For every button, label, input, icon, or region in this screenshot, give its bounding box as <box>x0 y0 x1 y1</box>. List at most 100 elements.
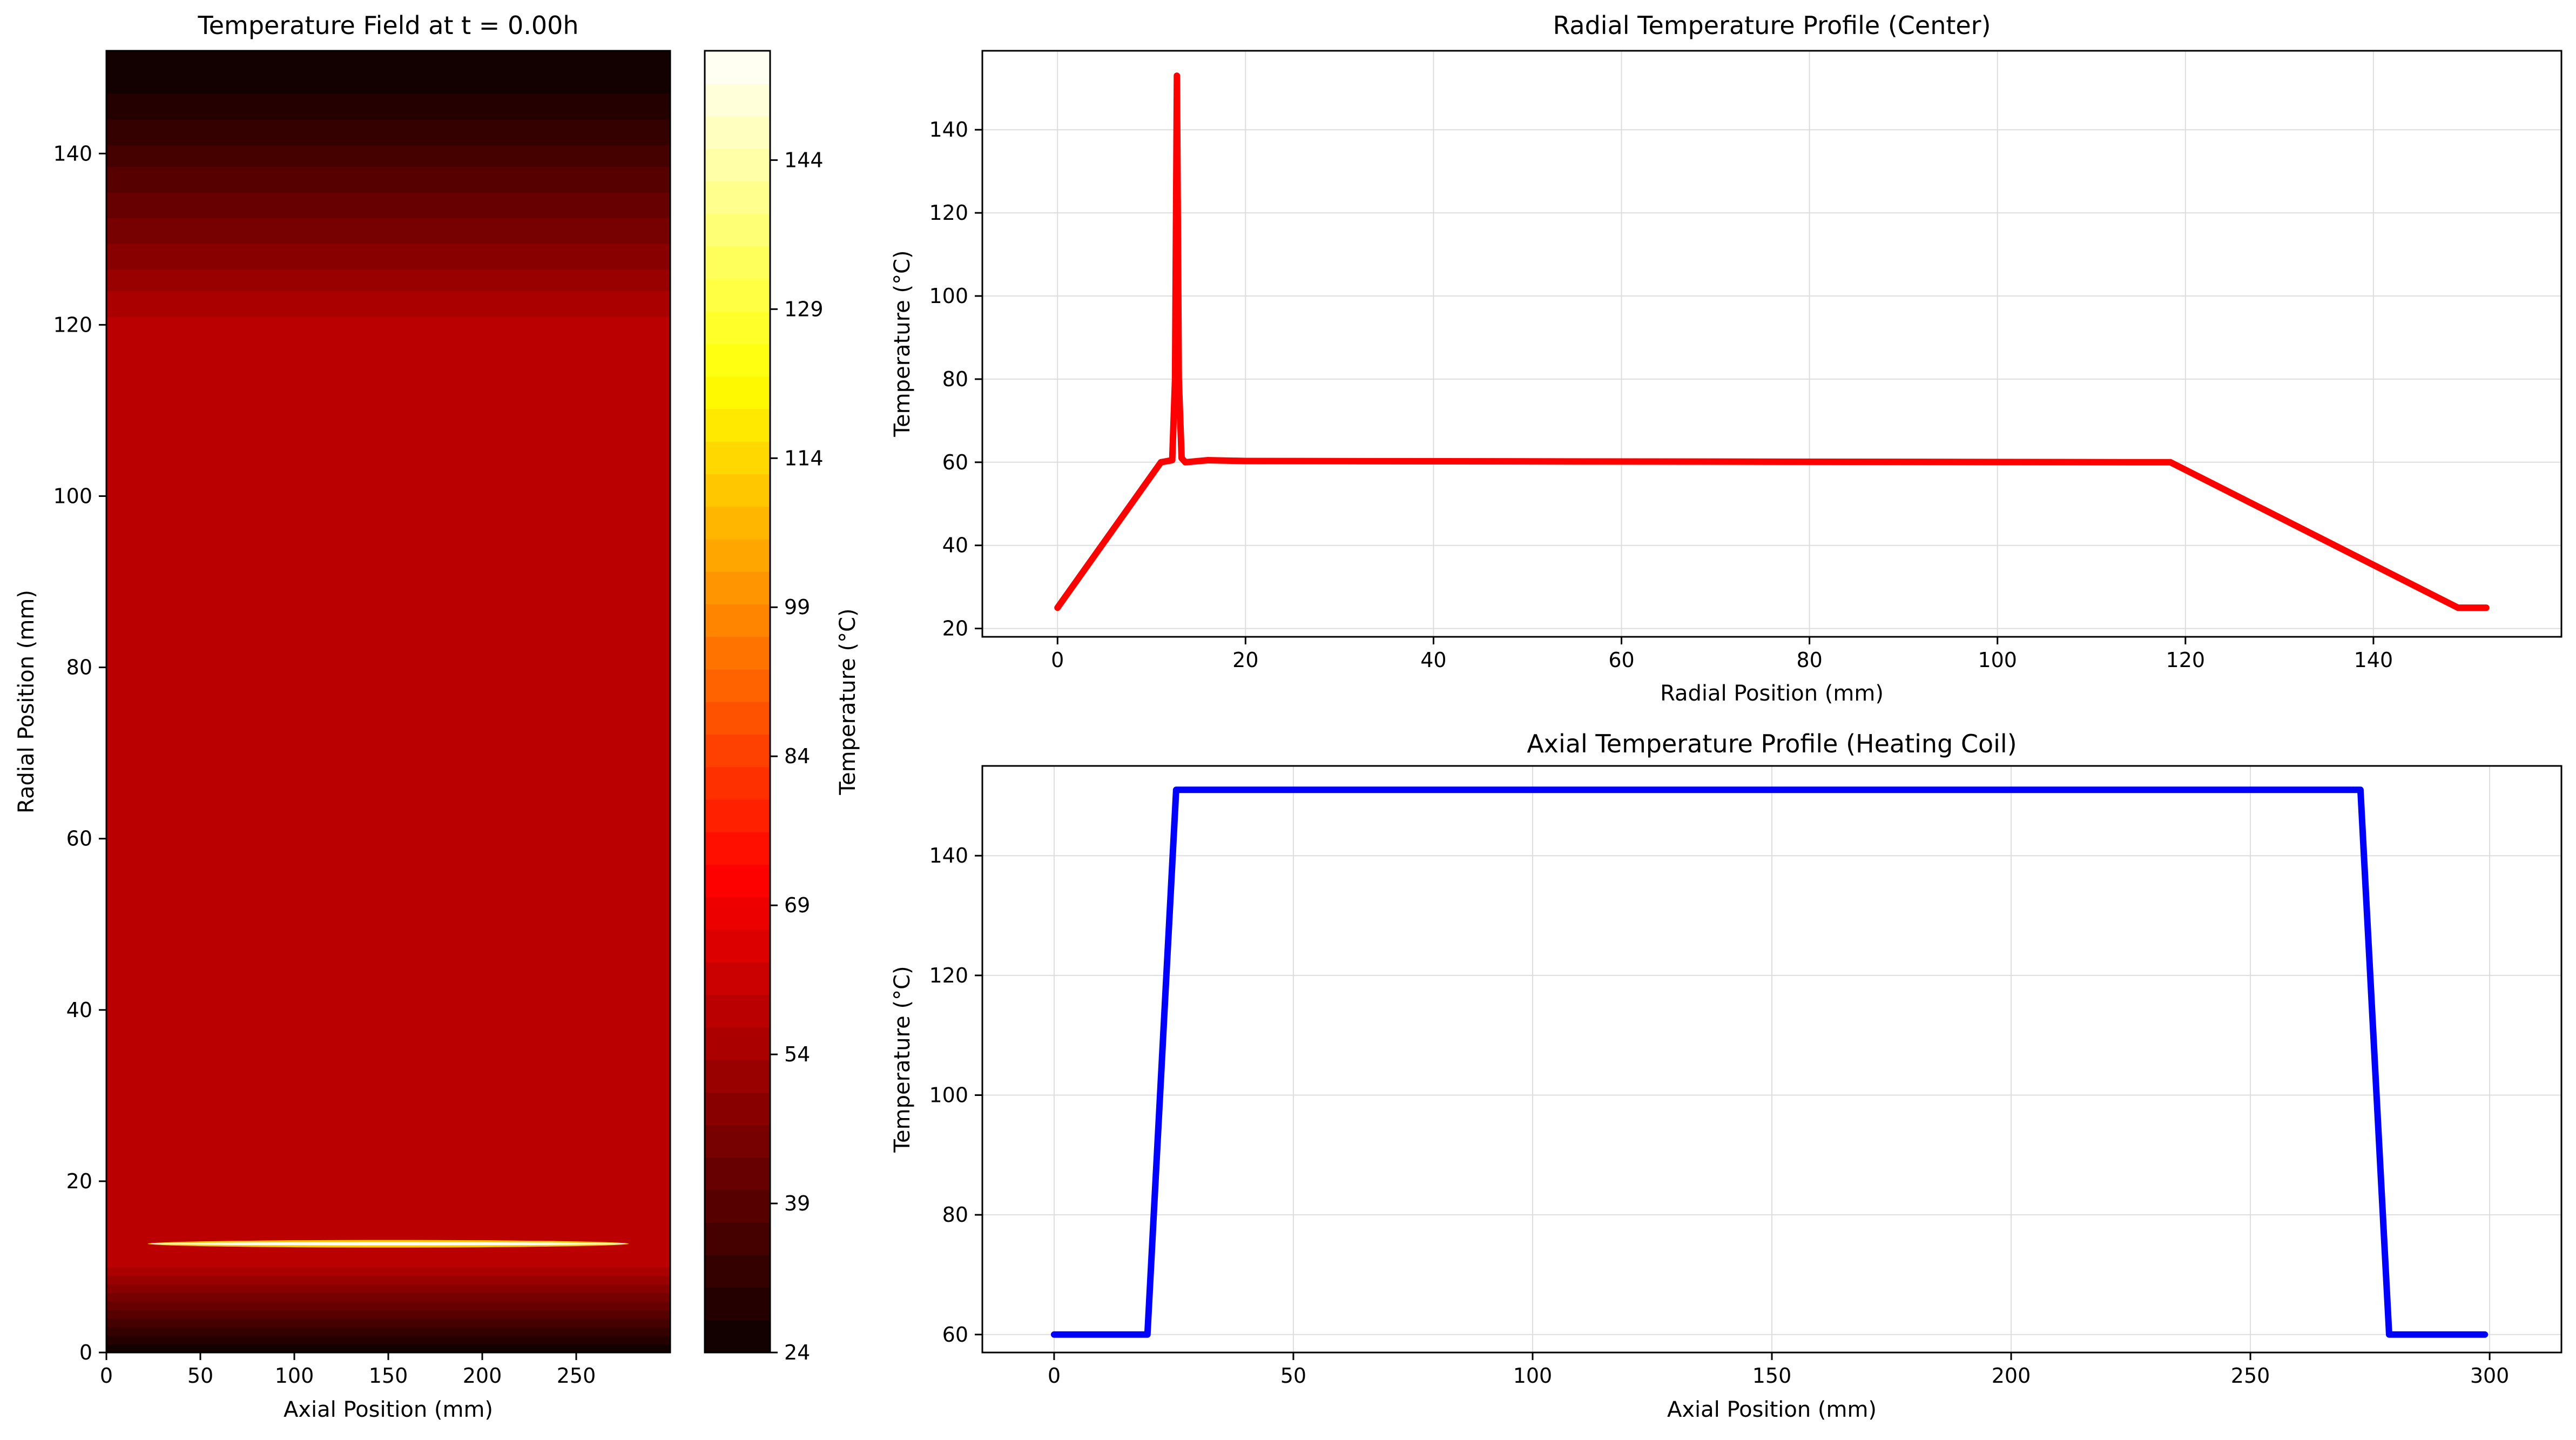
heatmap-band <box>106 406 670 411</box>
heatmap-band <box>106 718 670 724</box>
heatmap-band <box>106 1100 670 1105</box>
heatmap-band <box>106 817 670 822</box>
axial-profile-panel: Axial Temperature Profile (Heating Coil)… <box>890 729 2562 1422</box>
colorbar-tick-label: 144 <box>784 148 824 172</box>
axial-y-ticks: 60 80 100 120 140 <box>929 844 982 1347</box>
colorbar-band <box>705 441 770 475</box>
colorbar-band <box>705 636 770 670</box>
heatmap-band <box>106 68 670 73</box>
colorbar-ticks: 24 39 54 69 84 99 114 129 144 <box>770 148 824 1364</box>
heatmap-band <box>106 149 670 154</box>
heatmap-band <box>106 1044 670 1049</box>
heatmap-band <box>106 924 670 929</box>
heatmap-band <box>106 689 670 694</box>
heatmap-band <box>106 513 670 518</box>
heatmap-y-ticks: 0 20 40 60 80 100 120 140 <box>53 142 106 1364</box>
heatmap-band <box>106 1344 670 1349</box>
heatmap-band <box>106 749 670 753</box>
heatmap-band <box>106 1189 670 1195</box>
heatmap-band <box>106 110 670 116</box>
colorbar-band <box>705 51 770 84</box>
heatmap-band <box>106 958 670 964</box>
heatmap-band <box>106 260 670 266</box>
heatmap-band <box>106 80 670 86</box>
heatmap-band <box>106 500 670 506</box>
heatmap-band <box>106 796 670 801</box>
heatmap-band <box>106 928 670 933</box>
heatmap-band <box>106 522 670 527</box>
heatmap-band <box>106 294 670 300</box>
heatmap-band <box>106 590 670 595</box>
colorbar-band <box>705 1287 770 1321</box>
heatmap-band <box>106 1069 670 1075</box>
heatmap-band <box>106 856 670 861</box>
heatmap-band <box>106 1233 670 1237</box>
heatmap-band <box>106 753 670 758</box>
heatmap-y-tick-label: 60 <box>66 827 92 851</box>
colorbar-band <box>705 1059 770 1093</box>
radial-y-ticks: 20 40 60 80 100 120 140 <box>929 118 982 641</box>
heatmap-band <box>106 278 670 282</box>
heatmap-band <box>106 702 670 706</box>
heatmap-band <box>106 265 670 270</box>
heatmap-band <box>106 1108 670 1113</box>
axial-x-tick-label: 200 <box>1992 1364 2031 1388</box>
heatmap-band <box>106 320 670 326</box>
axial-x-tick-label: 150 <box>1752 1364 1792 1388</box>
heatmap-band <box>106 299 670 304</box>
heatmap-band <box>106 457 670 462</box>
heatmap-band <box>106 504 670 510</box>
heatmap-band <box>106 645 670 651</box>
heatmap-band <box>106 860 670 865</box>
heatmap-band <box>106 937 670 942</box>
heatmap-band <box>106 158 670 163</box>
heatmap-band <box>106 470 670 475</box>
heatmap-band <box>106 800 670 805</box>
heatmap-band <box>106 230 670 235</box>
heatmap-band <box>106 787 670 792</box>
heatmap-band <box>106 162 670 167</box>
heatmap-band <box>106 821 670 826</box>
radial-profile-panel: Radial Temperature Profile (Center) 0 20 4… <box>890 11 2562 706</box>
heatmap-band <box>106 890 670 895</box>
heatmap-band <box>106 72 670 77</box>
heatmap-band <box>106 1245 670 1250</box>
colorbar-band <box>705 702 770 735</box>
heatmap-band <box>106 736 670 741</box>
heatmap-band <box>106 1318 670 1323</box>
heatmap-band <box>106 496 670 501</box>
heatmap-band <box>106 1173 670 1177</box>
heatmap-band <box>106 1040 670 1045</box>
heatmap-y-tick-label: 40 <box>66 998 92 1022</box>
heatmap-band <box>106 1116 670 1122</box>
heatmap-band <box>106 804 670 809</box>
heatmap-band <box>106 1164 670 1169</box>
colorbar-band <box>705 148 770 181</box>
heatmap-band <box>106 1074 670 1079</box>
heatmap-band <box>106 59 670 64</box>
colorbar-bands <box>705 51 770 1353</box>
axial-y-tick-label: 60 <box>942 1323 968 1347</box>
heatmap-band <box>106 89 670 95</box>
heatmap-band <box>106 813 670 818</box>
heatmap-band <box>106 1322 670 1328</box>
heatmap-band <box>106 55 670 60</box>
heatmap-band <box>106 869 670 873</box>
heatmap-band <box>106 885 670 891</box>
axial-x-tick-label: 300 <box>2470 1364 2510 1388</box>
colorbar-band <box>705 571 770 605</box>
heatmap-band <box>106 346 670 351</box>
heatmap-band <box>106 1082 670 1088</box>
radial-grid <box>982 51 2561 637</box>
colorbar-tick-label: 69 <box>784 893 810 917</box>
heatmap-band <box>106 509 670 514</box>
colorbar-band <box>705 604 770 637</box>
heatmap-band <box>106 354 670 360</box>
heatmap-band <box>106 530 670 535</box>
heatmap-band <box>106 226 670 231</box>
colorbar-band <box>705 1189 770 1223</box>
heatmap-band <box>106 93 670 99</box>
heatmap-band <box>106 1288 670 1293</box>
heatmap-x-tick-label: 200 <box>463 1364 502 1388</box>
heatmap-band <box>106 1001 670 1006</box>
